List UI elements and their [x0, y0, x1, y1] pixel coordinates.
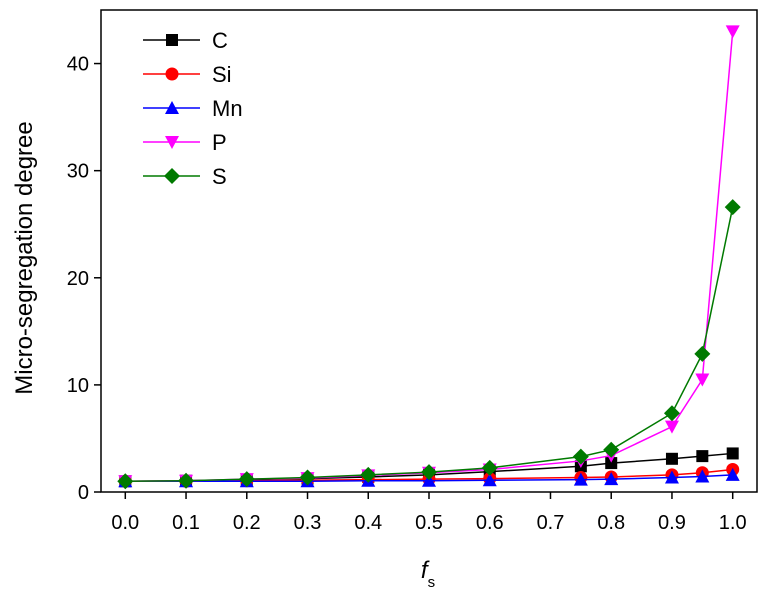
data-point-s: [694, 345, 711, 362]
data-point-c: [605, 457, 618, 470]
x-tick-label: 0.9: [658, 512, 686, 534]
legend-item-si: Si: [143, 62, 232, 87]
x-tick-label: 0.0: [111, 512, 139, 534]
y-tick-label: 30: [67, 161, 89, 183]
legend-marker-p: [165, 136, 179, 149]
data-point-s: [481, 459, 498, 476]
y-axis-title: Micro-segregation degree: [11, 121, 38, 394]
data-point-c: [726, 447, 739, 460]
data-point-p: [695, 373, 710, 387]
y-tick-label: 10: [67, 375, 89, 397]
legend: C Si Mn PS: [143, 28, 243, 189]
x-axis-title: fs: [421, 557, 435, 591]
plot-area: [100, 9, 758, 493]
legend-item-p: P: [143, 130, 227, 155]
data-point-mn: [482, 473, 497, 487]
series-p: [118, 25, 740, 489]
legend-label: C: [212, 28, 228, 53]
x-tick-label: 0.2: [233, 512, 261, 534]
series-line-s: [125, 206, 734, 483]
x-tick-label: 0.8: [597, 512, 625, 534]
series-layer: [117, 25, 741, 490]
data-point-s: [299, 469, 316, 486]
data-point-p: [664, 420, 679, 434]
data-point-s: [603, 441, 620, 458]
data-point-mn: [725, 467, 740, 481]
data-point-mn: [422, 473, 436, 487]
legend-label: S: [212, 164, 227, 189]
series-line-mn: [125, 474, 733, 483]
data-point-s: [117, 473, 134, 490]
legend-item-s: S: [143, 164, 227, 189]
y-tick-label: 20: [67, 268, 89, 290]
legend-item-c: C: [143, 28, 228, 53]
data-point-s: [421, 464, 437, 481]
data-point-s: [572, 448, 589, 465]
data-point-mn: [664, 470, 679, 484]
data-point-c: [696, 450, 709, 463]
data-point-p: [725, 25, 740, 39]
x-tick-label: 0.4: [354, 512, 382, 534]
data-point-s: [360, 466, 377, 483]
legend-marker-mn: [165, 101, 179, 114]
x-tick-label: 0.6: [476, 512, 504, 534]
data-point-s: [238, 471, 255, 488]
x-tick-label: 0.1: [172, 512, 200, 534]
plot-frame: [100, 9, 758, 493]
series-s: [117, 199, 741, 490]
legend-marker-c: [166, 34, 178, 46]
y-tick-label: 40: [67, 54, 89, 76]
data-point-s: [663, 405, 680, 422]
data-point-mn: [695, 469, 710, 483]
x-tick-label: 0.3: [294, 512, 322, 534]
data-point-mn: [604, 472, 619, 486]
legend-marker-s: [164, 168, 180, 184]
legend-label: Si: [212, 62, 232, 87]
x-tick-label: 0.5: [415, 512, 443, 534]
legend-label: Mn: [212, 96, 243, 121]
axis-ticks: 0.0 0.1 0.2 0.3 0.4 0.5 0.6 0.7 0.8 0.9 1.0 0 10 20 30…: [67, 54, 747, 534]
x-tick-label: 1.0: [719, 512, 747, 534]
data-point-c: [665, 452, 678, 465]
legend-label: P: [212, 130, 227, 155]
data-point-s: [724, 199, 741, 216]
legend-marker-si: [165, 67, 179, 81]
x-tick-label: 0.7: [537, 512, 565, 534]
data-point-s: [178, 472, 195, 489]
y-tick-label: 0: [78, 482, 89, 504]
legend-item-mn: Mn: [143, 96, 243, 121]
data-point-mn: [573, 472, 588, 486]
